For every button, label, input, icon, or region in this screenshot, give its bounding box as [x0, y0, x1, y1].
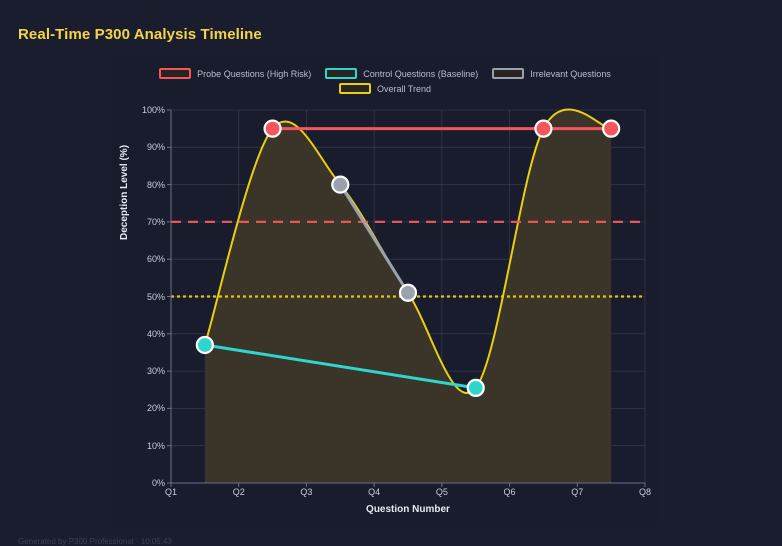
legend-item[interactable]: Probe Questions (High Risk)	[159, 68, 311, 79]
y-axis-tick-labels: 0% 10% 20% 30% 40% 50% 60% 70% 80% 90% 100%	[135, 0, 165, 546]
data-point-probe-questions-high-risk[interactable]	[534, 119, 553, 138]
data-point-control-questions-baseline[interactable]	[466, 378, 485, 397]
series-line-control-questions-baseline	[203, 343, 478, 390]
x-axis-tick-label: Q5	[435, 487, 448, 497]
x-axis-tick-label: Q4	[368, 487, 381, 497]
y-axis-tick-label: 40%	[146, 328, 165, 339]
x-axis-tick-label: Q3	[300, 487, 313, 497]
legend-item-label: Irrelevant Questions	[530, 68, 611, 79]
x-axis-tick-label: Q8	[638, 487, 652, 497]
legend-item[interactable]: Irrelevant Questions	[492, 68, 611, 79]
data-point-control-questions-baseline[interactable]	[195, 335, 214, 355]
data-point-probe-questions-high-risk[interactable]	[263, 119, 282, 138]
y-axis-tick-label: 100%	[141, 105, 165, 115]
y-axis-tick-label: 50%	[146, 291, 165, 302]
legend-swatch-icon	[492, 68, 525, 79]
legend-swatch-icon	[325, 68, 358, 79]
legend-swatch-icon	[159, 68, 192, 79]
legend-item[interactable]: Overall Trend	[338, 83, 432, 94]
data-point-probe-questions-high-risk[interactable]	[602, 119, 621, 138]
series-line-irrelevant-questions	[338, 183, 410, 295]
y-axis-tick-label: 90%	[146, 142, 165, 153]
chart-legend: Probe Questions (High Risk) Control Quest…	[111, 68, 659, 94]
data-point-irrelevant-questions[interactable]	[398, 283, 418, 302]
y-axis-tick-label: 10%	[146, 440, 165, 451]
footer-note: Generated by P300 Professional · 10:05:4…	[18, 537, 172, 546]
legend-item-label: Probe Questions (High Risk)	[197, 68, 312, 79]
y-axis-tick-label: 60%	[146, 254, 165, 265]
data-point-irrelevant-questions[interactable]	[331, 175, 350, 194]
x-axis-tick-label: Q6	[503, 487, 516, 497]
x-axis-tick-label: Q7	[571, 487, 584, 497]
legend-swatch-icon	[338, 83, 371, 94]
y-axis-tick-label: 30%	[146, 366, 165, 377]
y-axis-tick-label: 70%	[146, 216, 165, 227]
y-axis-tick-label: 0%	[151, 478, 165, 488]
y-axis-title: Deception Level (%)	[119, 144, 130, 240]
legend-item-label: Control Questions (Baseline)	[363, 68, 479, 79]
page-title: Real-Time P300 Analysis Timeline	[18, 26, 262, 43]
legend-item[interactable]: Control Questions (Baseline)	[325, 68, 478, 79]
x-axis-tick-labels: Q1 Q2 Q3 Q4 Q5 Q6 Q7 Q8	[0, 487, 782, 501]
y-axis-tick-label: 20%	[146, 403, 165, 414]
x-axis-tick-label: Q1	[164, 487, 178, 497]
x-axis-tick-label: Q2	[232, 487, 245, 497]
legend-item-label: Overall Trend	[376, 83, 432, 94]
y-axis-tick-label: 80%	[146, 179, 165, 190]
x-axis-title: Question Number	[366, 504, 450, 515]
